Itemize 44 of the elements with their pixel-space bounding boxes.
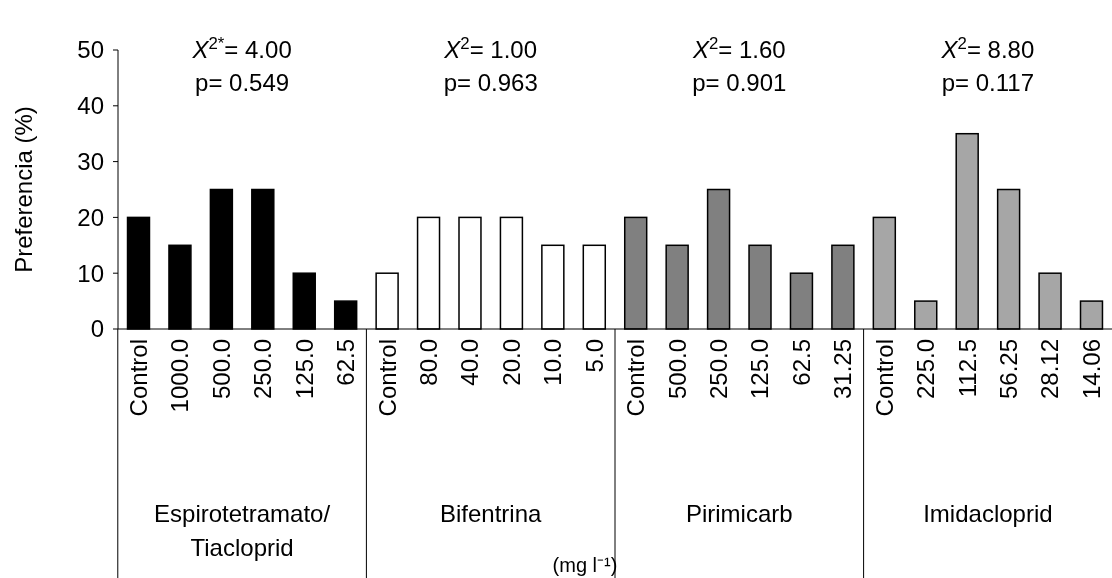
annotation: X$^{2}$= 1.60 bbox=[691, 33, 786, 63]
x-tick-label: Control bbox=[373, 339, 401, 417]
text: Imidacloprid bbox=[923, 500, 1053, 527]
x-tick-label: 14.06 bbox=[1077, 339, 1105, 400]
x-tick-label: 10.0 bbox=[539, 339, 567, 386]
x-tick-label: 56.25 bbox=[995, 339, 1023, 400]
y-tick-label: 0 bbox=[90, 315, 104, 343]
y-tick-label: 30 bbox=[77, 148, 104, 175]
x-tick-label: 28.12 bbox=[1036, 339, 1064, 400]
x-tick-label: 250.0 bbox=[704, 339, 732, 400]
x-tick-label: 80.0 bbox=[414, 339, 442, 386]
y-tick-label: 40 bbox=[77, 92, 104, 120]
x-tick-label: 20.0 bbox=[497, 339, 525, 386]
annotation: X$^{2*}$= 4.00 bbox=[191, 33, 292, 63]
x-tick-label: 31.25 bbox=[829, 339, 857, 400]
annotation: p= 0.963 bbox=[443, 69, 538, 96]
x-tick-label: 112.5 bbox=[953, 339, 981, 398]
x-tick-label: 125.0 bbox=[290, 339, 318, 400]
annotation: X$^{2}$= 8.80 bbox=[940, 33, 1035, 63]
text: Pirimicarb bbox=[685, 500, 793, 527]
x-tick-label: Control bbox=[870, 339, 898, 417]
y-tick-label: 20 bbox=[77, 203, 104, 231]
annotation: p= 0.549 bbox=[195, 69, 290, 96]
x-tick-label: 40.0 bbox=[456, 339, 484, 386]
x-tick-label: 250.0 bbox=[249, 339, 277, 400]
text: Espirotetramato/ Tiacloprid bbox=[154, 500, 331, 561]
text: (mg l⁻¹) bbox=[552, 554, 618, 576]
x-tick-label: 225.0 bbox=[912, 339, 940, 400]
x-tick-label: Control bbox=[622, 339, 650, 417]
y-tick-label: 50 bbox=[77, 36, 104, 64]
x-tick-label: 5.0 bbox=[580, 339, 608, 373]
x-tick-label: 500.0 bbox=[207, 339, 235, 400]
y-axis-title: Preferencia (%) bbox=[10, 106, 37, 273]
x-tick-label: 62.5 bbox=[787, 339, 815, 386]
annotation: p= 0.901 bbox=[692, 69, 787, 96]
x-tick-label: 125.0 bbox=[746, 339, 774, 400]
annotation: p= 0.117 bbox=[941, 69, 1035, 96]
x-tick-label: 62.5 bbox=[332, 339, 360, 386]
x-tick-label: 500.0 bbox=[663, 339, 691, 400]
x-tick-label: 1000.0 bbox=[166, 339, 194, 413]
x-tick-label: Control bbox=[124, 339, 152, 417]
text: Bifentrina bbox=[440, 500, 543, 527]
y-tick-label: 10 bbox=[77, 259, 104, 287]
annotation: X$^{2}$= 1.00 bbox=[443, 33, 538, 63]
